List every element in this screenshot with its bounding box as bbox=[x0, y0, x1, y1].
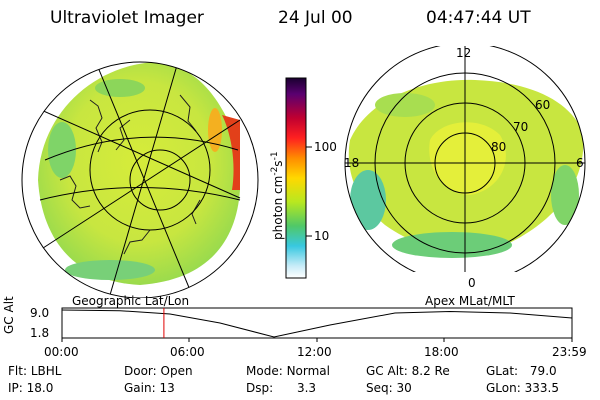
apex-label: Apex MLat/MLT bbox=[425, 294, 515, 308]
info-flt: Flt: LBHL bbox=[8, 364, 62, 378]
polar-plot bbox=[344, 46, 586, 272]
altitude-line bbox=[61, 309, 573, 338]
altitude-xtick-2359: 23:59 bbox=[552, 345, 587, 359]
info-mode: Mode: Normal bbox=[246, 364, 330, 378]
info-glat: GLat: 79.0 bbox=[486, 364, 557, 378]
time-label: 04:47:44 UT bbox=[426, 8, 531, 28]
altitude-xtick-1800: 18:00 bbox=[424, 345, 459, 359]
mlt-label-12: 12 bbox=[456, 46, 472, 60]
altitude-xtick-0600: 06:00 bbox=[170, 345, 205, 359]
altitude-plot bbox=[61, 307, 573, 342]
geographic-label: Geographic Lat/Lon bbox=[72, 294, 190, 308]
altitude-ytick-9: 9.0 bbox=[30, 306, 50, 320]
info-gcalt: GC Alt: 8.2 Re bbox=[366, 364, 450, 378]
mlt-label-18: 18 bbox=[344, 156, 360, 170]
lat-label-60: 60 bbox=[535, 98, 551, 112]
colorbar bbox=[285, 77, 312, 279]
lat-label-70: 70 bbox=[513, 120, 529, 134]
colorbar-tick-100: 100 bbox=[314, 140, 337, 154]
geographic-image bbox=[21, 61, 259, 298]
info-seq: Seq: 30 bbox=[366, 381, 412, 395]
altitude-ylabel: GC Alt bbox=[2, 296, 16, 334]
date-label: 24 Jul 00 bbox=[278, 8, 353, 28]
info-door: Door: Open bbox=[124, 364, 193, 378]
mlt-label-6: 6 bbox=[576, 156, 584, 170]
mlt-label-0: 0 bbox=[468, 276, 476, 290]
info-gain: Gain: 13 bbox=[124, 381, 175, 395]
info-ip: IP: 18.0 bbox=[8, 381, 54, 395]
altitude-xtick-0000: 00:00 bbox=[44, 345, 79, 359]
altitude-xtick-1200: 12:00 bbox=[297, 345, 332, 359]
app-title: Ultraviolet Imager bbox=[50, 8, 204, 28]
colorbar-unit-label: photon cm-2s-1 bbox=[270, 151, 285, 240]
colorbar-tick-10: 10 bbox=[314, 229, 330, 243]
info-glon: GLon: 333.5 bbox=[486, 381, 559, 395]
info-dsp: Dsp: 3.3 bbox=[246, 381, 317, 395]
lat-label-80: 80 bbox=[491, 140, 507, 154]
altitude-ytick-1_8: 1.8 bbox=[30, 326, 50, 340]
